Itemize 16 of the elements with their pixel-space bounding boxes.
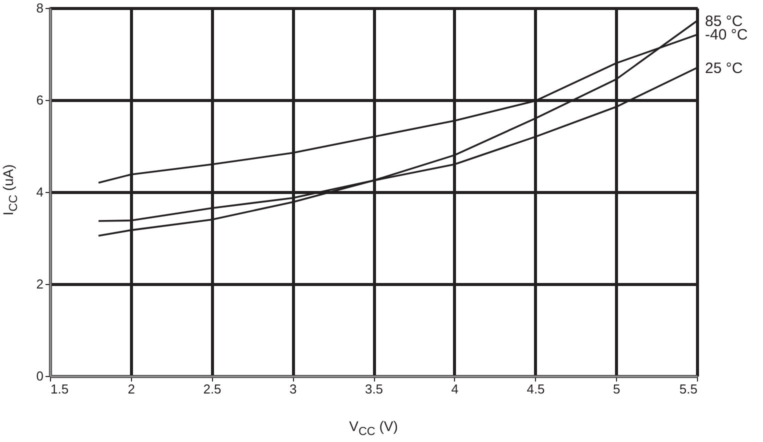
x-tick-label: 2 — [128, 382, 135, 396]
x-axis-title: V$_{CC}$ (V) — [348, 418, 399, 438]
x-tick-label: 4.5 — [526, 382, 545, 396]
x-tick-label: 4 — [451, 382, 458, 396]
x-tick-label: 5 — [613, 382, 620, 396]
y-tick-label: 0 — [36, 368, 44, 384]
x-tick-label: 3 — [290, 382, 297, 396]
x-tick-label: 3.5 — [364, 382, 384, 396]
x-tick-label: 1.5 — [50, 382, 69, 396]
x-tick-label: 2.5 — [203, 382, 222, 396]
y-tick-label: 8 — [36, 0, 44, 16]
y-tick-label: 4 — [36, 184, 44, 200]
y-tick-label: 2 — [36, 276, 44, 292]
series-label: 25 °C — [705, 60, 743, 77]
y-tick-label: 6 — [36, 92, 44, 108]
x-tick-label: 5.5 — [679, 382, 698, 396]
